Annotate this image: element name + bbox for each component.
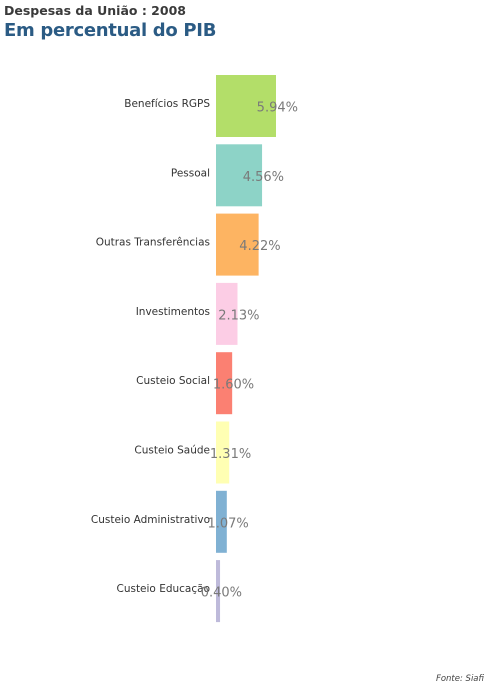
category-label-pessoal: Pessoal <box>171 167 210 179</box>
value-label-investimentos: 2.13% <box>218 308 259 323</box>
value-label-pessoal: 4.56% <box>243 170 284 185</box>
category-label-investimentos: Investimentos <box>136 306 210 318</box>
category-label-custeio-administrativo: Custeio Administrativo <box>91 514 210 526</box>
category-label-custeio-educacao: Custeio Educação <box>116 583 210 595</box>
category-label-beneficios-rgps: Benefícios RGPS <box>124 98 210 110</box>
source-note: Fonte: Siafi <box>436 674 484 684</box>
value-label-custeio-saude: 1.31% <box>210 447 251 462</box>
category-label-outras-transferencias: Outras Transferências <box>96 237 210 249</box>
value-label-custeio-administrativo: 1.07% <box>207 516 248 531</box>
value-label-custeio-social: 1.60% <box>213 378 254 393</box>
category-label-custeio-saude: Custeio Saúde <box>134 445 210 457</box>
value-label-custeio-educacao: 0.40% <box>201 586 242 601</box>
value-label-beneficios-rgps: 5.94% <box>257 101 298 116</box>
category-label-custeio-social: Custeio Social <box>136 375 210 387</box>
value-label-outras-transferencias: 4.22% <box>239 239 280 254</box>
